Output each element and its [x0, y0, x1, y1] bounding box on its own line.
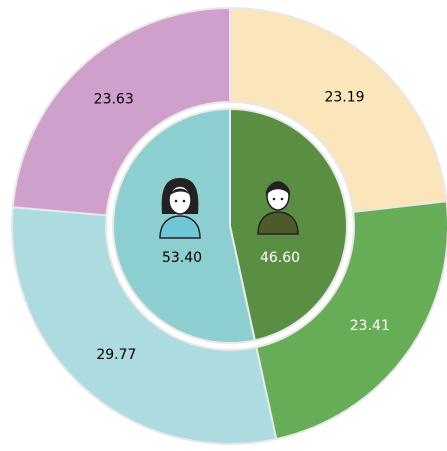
man-icon	[257, 181, 299, 235]
outer-wedge	[11, 206, 278, 445]
inner-value-label: 46.60	[260, 250, 300, 266]
labels: 23.19 23.41 29.77 23.63 46.60 53.40	[94, 90, 390, 363]
inner-value-label: 53.40	[162, 250, 202, 266]
outer-wedge	[11, 6, 231, 217]
outer-value-label: 23.41	[350, 318, 390, 334]
outer-value-label: 29.77	[96, 347, 136, 363]
outer-value-label: 23.63	[94, 91, 134, 107]
wedges	[11, 6, 447, 445]
outer-wedge	[255, 200, 447, 441]
outer-wedge	[229, 6, 447, 214]
outer-value-label: 23.19	[324, 90, 364, 106]
woman-icon	[159, 178, 201, 239]
